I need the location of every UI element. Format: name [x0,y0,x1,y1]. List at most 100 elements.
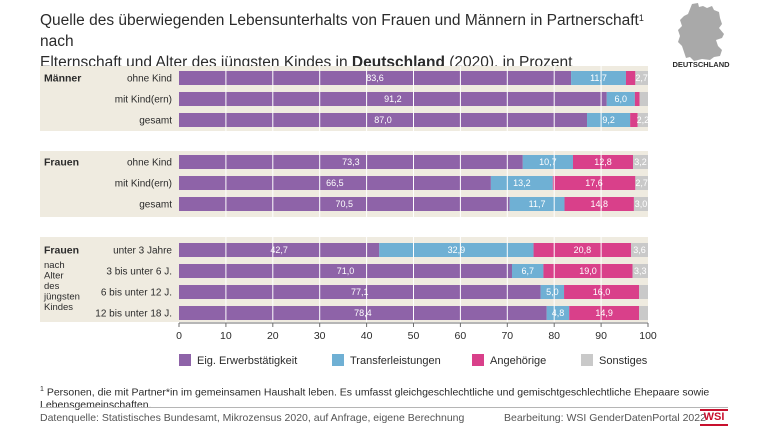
legend-swatch-erwerb [179,354,191,366]
legend-swatch-transfer [332,354,344,366]
row-label: 6 bis unter 12 J. [101,288,172,299]
data-label: 4,8 [552,308,565,318]
legend-swatch-sonstiges [581,354,593,366]
x-tick-label: 50 [408,330,420,342]
data-label: 91,2 [384,94,402,104]
x-tick-label: 70 [501,330,513,342]
row-label: unter 3 Jahre [113,246,172,257]
stacked-bar-chart: 83,6 11,7 2,7 ohne Kind 91,2 6,0 mit Kind(ern)… [40,66,657,367]
row-label: ohne Kind [127,74,172,85]
bar-segment-transfer [546,306,570,320]
germany-map-icon [678,3,724,61]
data-label: 71,0 [337,266,355,276]
data-label: 9,2 [602,115,615,125]
bar-segment-erwerb [179,113,588,127]
data-label: 5,0 [546,287,559,297]
data-label: 17,6 [585,178,603,188]
bar-segment-transfer [509,197,565,211]
data-label: 2,2 [637,115,650,125]
x-tick-label: 60 [455,330,467,342]
data-label: 87,0 [374,115,392,125]
x-tick-label: 30 [314,330,326,342]
bar-segment-sonstiges [631,243,648,257]
bar-segment-erwerb [179,306,547,320]
bar-segment-transfer [587,113,631,127]
bar-segment-erwerb [179,176,491,190]
data-label: 12,8 [594,157,612,167]
data-label: 66,5 [326,178,344,188]
bar-segment-angehoerige [543,264,633,278]
bar-segment-transfer [522,155,573,169]
data-label: 70,5 [336,199,354,209]
x-tick-label: 90 [595,330,607,342]
data-label: 11,7 [529,199,546,209]
bar-segment-transfer [606,92,635,106]
x-tick-label: 20 [267,330,279,342]
bar-segment-angehoerige [625,71,636,85]
bar-segment-angehoerige [533,243,632,257]
bar-segment-sonstiges [637,113,648,127]
title-line1: Quelle des überwiegenden Lebensunterhalt… [40,12,639,29]
x-tick-label: 40 [361,330,373,342]
x-tick-label: 100 [639,330,657,342]
bar-segment-sonstiges [633,197,648,211]
editor-credit: Bearbeitung: WSI GenderDatenPortal 2022 [504,412,706,424]
group-label: Alter [44,271,64,282]
x-tick-label: 80 [548,330,560,342]
bar-segment-erwerb [179,155,523,169]
row-label: 12 bis unter 18 J. [95,309,172,320]
group-label: Männer [44,73,81,85]
row-label: mit Kind(ern) [115,95,172,106]
bar-segment-sonstiges [635,71,648,85]
data-label: 77,1 [351,287,369,297]
footnote-mark: 1 [40,386,44,393]
data-label: 2,7 [635,73,648,83]
bar-segment-sonstiges [632,264,648,278]
bar-segment-erwerb [179,71,572,85]
footer-divider [40,407,728,408]
map-label: DEUTSCHLAND [672,60,730,69]
bar-segment-sonstiges [635,176,648,190]
bar-segment-angehoerige [552,176,636,190]
row-label: gesamt [139,200,172,211]
legend-label-sonstiges: Sonstiges [599,355,648,367]
data-label: 78,4 [354,308,372,318]
bar-segment-angehoerige [572,155,633,169]
bar-segment-angehoerige [630,113,638,127]
data-source: Datenquelle: Statistisches Bundesamt, Mi… [40,412,465,424]
data-label: 6,0 [615,94,628,104]
x-tick-label: 10 [220,330,232,342]
group-label: Frauen [44,157,79,169]
bar-segment-erwerb [179,92,607,106]
data-label: 3,2 [634,157,647,167]
bar-segment-sonstiges [632,155,648,169]
legend-label-angehoerige: Angehörige [490,355,546,367]
data-label: 14,9 [595,308,613,318]
bar-segment-erwerb [179,197,510,211]
bar-segment-transfer [490,176,553,190]
row-label: ohne Kind [127,158,172,169]
data-label: 10,7 [539,157,557,167]
data-label: 3,0 [635,199,648,209]
data-label: 2,7 [635,178,648,188]
bar-segment-transfer [379,243,534,257]
bar-segment-transfer [540,285,565,299]
legend-swatch-angehoerige [472,354,484,366]
bar-segment-erwerb [179,285,541,299]
bar-segment-erwerb [179,243,380,257]
data-label: 73,3 [342,157,360,167]
group-label: Frauen [44,245,79,257]
bar-segment-angehoerige [564,197,634,211]
data-label: 19,0 [579,266,597,276]
wsi-logo: WSI [700,409,728,426]
title-footnote-mark: 1 [638,13,644,23]
data-label: 32,9 [448,245,466,255]
data-label: 42,7 [270,245,288,255]
bar-segment-sonstiges [639,92,648,106]
row-label: gesamt [139,116,172,127]
bar-segment-sonstiges [639,306,648,320]
data-label: 20,8 [574,245,592,255]
germany-map-shape [678,3,724,61]
bar-segment-angehoerige [569,306,640,320]
group-label: Kindes [44,302,73,313]
